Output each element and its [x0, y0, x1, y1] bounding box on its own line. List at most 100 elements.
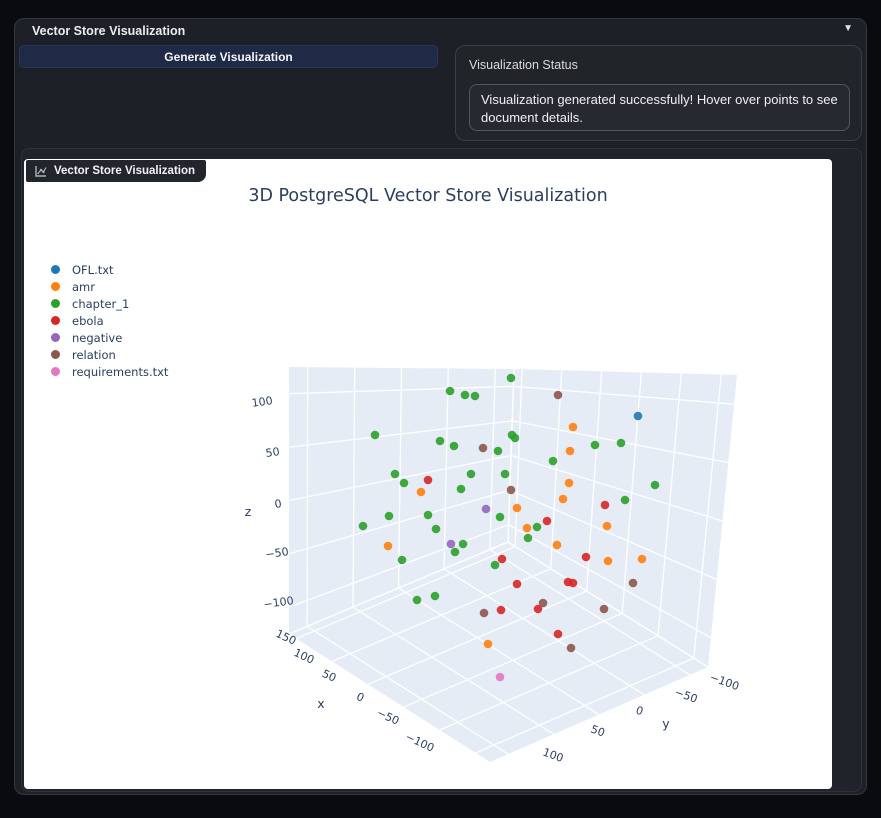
gridline: [352, 367, 356, 608]
y-axis-tick-label: −50: [673, 686, 699, 706]
accordion-header[interactable]: Vector Store Visualization ▼: [15, 19, 866, 43]
gridline: [550, 370, 563, 569]
scatter-point-ebola[interactable]: [600, 500, 610, 510]
scatter-point-chapter_1[interactable]: [650, 480, 660, 490]
scatter-point-relation[interactable]: [566, 643, 576, 653]
legend-marker-icon: [51, 299, 60, 308]
x-axis-title: x: [317, 696, 324, 711]
legend-item-ebola[interactable]: ebola: [51, 312, 168, 329]
legend-item-label: ebola: [72, 313, 104, 328]
scatter-point-amr[interactable]: [603, 556, 613, 566]
legend-item-OFL.txt[interactable]: OFL.txt: [51, 261, 168, 278]
scatter3d-scene[interactable]: 150100500−50−100x−100−50050100y100500−50…: [24, 159, 832, 789]
chart-icon: [35, 166, 47, 177]
scatter-point-chapter_1[interactable]: [358, 521, 368, 531]
y-axis-tick-label: 0: [634, 704, 645, 719]
legend-item-amr[interactable]: amr: [51, 278, 168, 295]
scatter-point-amr[interactable]: [416, 487, 426, 497]
scatter-point-OFL.txt[interactable]: [633, 411, 643, 421]
scatter-point-chapter_1[interactable]: [370, 430, 380, 440]
legend-item-label: requirements.txt: [72, 364, 169, 379]
scatter-point-chapter_1[interactable]: [500, 469, 510, 479]
status-message: Visualization generated successfully! Ho…: [469, 84, 850, 131]
gridline: [489, 368, 496, 550]
scatter-point-ebola[interactable]: [533, 604, 543, 614]
scatter-point-amr[interactable]: [565, 446, 575, 456]
gridline: [352, 606, 555, 735]
scatter-point-relation[interactable]: [599, 604, 609, 614]
scatter-point-negative[interactable]: [446, 539, 456, 549]
scatter-point-chapter_1[interactable]: [620, 495, 630, 505]
scatter-point-relation[interactable]: [506, 485, 516, 495]
scatter-point-chapter_1[interactable]: [384, 511, 394, 521]
scatter-point-amr[interactable]: [558, 494, 568, 504]
plot-tab: Vector Store Visualization: [26, 160, 207, 182]
scatter-point-chapter_1[interactable]: [435, 436, 445, 446]
scatter-point-relation[interactable]: [479, 608, 489, 618]
plot-tab-label: Vector Store Visualization: [54, 165, 196, 177]
scatter-point-amr[interactable]: [512, 503, 522, 513]
legend-marker-icon: [51, 367, 60, 376]
scatter-point-ebola[interactable]: [496, 605, 506, 615]
scatter-point-ebola[interactable]: [542, 516, 552, 526]
scatter-point-amr[interactable]: [552, 540, 562, 550]
scatter-point-chapter_1[interactable]: [495, 512, 505, 522]
scatter-point-ebola[interactable]: [568, 578, 578, 588]
scatter-point-amr[interactable]: [568, 422, 578, 432]
scatter-point-chapter_1[interactable]: [458, 539, 468, 549]
scatter-point-amr[interactable]: [602, 521, 612, 531]
scatter-point-chapter_1[interactable]: [470, 391, 480, 401]
gridline: [510, 454, 723, 522]
scatter-point-amr[interactable]: [483, 639, 493, 649]
scatter-point-chapter_1[interactable]: [548, 456, 558, 466]
legend-item-requirements.txt[interactable]: requirements.txt: [51, 363, 168, 380]
scatter-point-chapter_1[interactable]: [460, 390, 470, 400]
scatter-point-chapter_1[interactable]: [431, 524, 441, 534]
scatter-point-chapter_1[interactable]: [466, 469, 476, 479]
scatter-point-ebola[interactable]: [512, 579, 522, 589]
scatter-point-chapter_1[interactable]: [423, 510, 433, 520]
legend-item-label: OFL.txt: [72, 262, 114, 277]
scatter-point-chapter_1[interactable]: [390, 469, 400, 479]
generate-visualization-button[interactable]: Generate Visualization: [19, 45, 438, 68]
scatter-point-ebola[interactable]: [497, 554, 507, 564]
scatter-point-chapter_1[interactable]: [450, 547, 460, 557]
scatter-point-amr[interactable]: [564, 478, 574, 488]
x-axis-tick-label: −50: [375, 706, 402, 728]
scatter-point-chapter_1[interactable]: [506, 373, 516, 383]
scatter-point-relation[interactable]: [478, 443, 488, 453]
legend-item-negative[interactable]: negative: [51, 329, 168, 346]
legend-item-label: amr: [72, 279, 95, 294]
scatter-point-chapter_1[interactable]: [616, 438, 626, 448]
scatter-point-chapter_1[interactable]: [510, 433, 520, 443]
scatter-point-ebola[interactable]: [423, 475, 433, 485]
z-axis-tick-label: 50: [265, 445, 281, 460]
scatter-point-chapter_1[interactable]: [493, 446, 503, 456]
legend-item-relation[interactable]: relation: [51, 346, 168, 363]
scatter-point-relation[interactable]: [553, 390, 563, 400]
scatter-point-negative[interactable]: [481, 504, 491, 514]
scatter-point-amr[interactable]: [637, 554, 647, 564]
scatter-point-chapter_1[interactable]: [412, 595, 422, 605]
scatter-point-ebola[interactable]: [553, 629, 563, 639]
legend-item-chapter_1[interactable]: chapter_1: [51, 295, 168, 312]
scatter-point-chapter_1[interactable]: [430, 591, 440, 601]
scatter-point-chapter_1[interactable]: [399, 478, 409, 488]
scatter-point-chapter_1[interactable]: [532, 522, 542, 532]
scatter-point-chapter_1[interactable]: [523, 533, 533, 543]
scatter-point-chapter_1[interactable]: [590, 440, 600, 450]
scatter-point-chapter_1[interactable]: [397, 555, 407, 565]
scatter-point-relation[interactable]: [538, 598, 548, 608]
scatter-point-amr[interactable]: [383, 541, 393, 551]
collapse-arrow-icon[interactable]: ▼: [843, 23, 853, 34]
scatter-point-chapter_1[interactable]: [456, 484, 466, 494]
scatter-point-chapter_1[interactable]: [445, 386, 455, 396]
scatter-point-chapter_1[interactable]: [490, 560, 500, 570]
scatter-point-amr[interactable]: [522, 523, 532, 533]
plot-component: 3D PostgreSQL Vector Store Visualization…: [21, 148, 862, 792]
scatter-point-relation[interactable]: [628, 578, 638, 588]
x-axis-tick-label: 0: [354, 690, 366, 705]
scatter-point-chapter_1[interactable]: [449, 441, 459, 451]
scatter-point-ebola[interactable]: [581, 552, 591, 562]
scatter-point-requirements.txt[interactable]: [495, 672, 505, 682]
